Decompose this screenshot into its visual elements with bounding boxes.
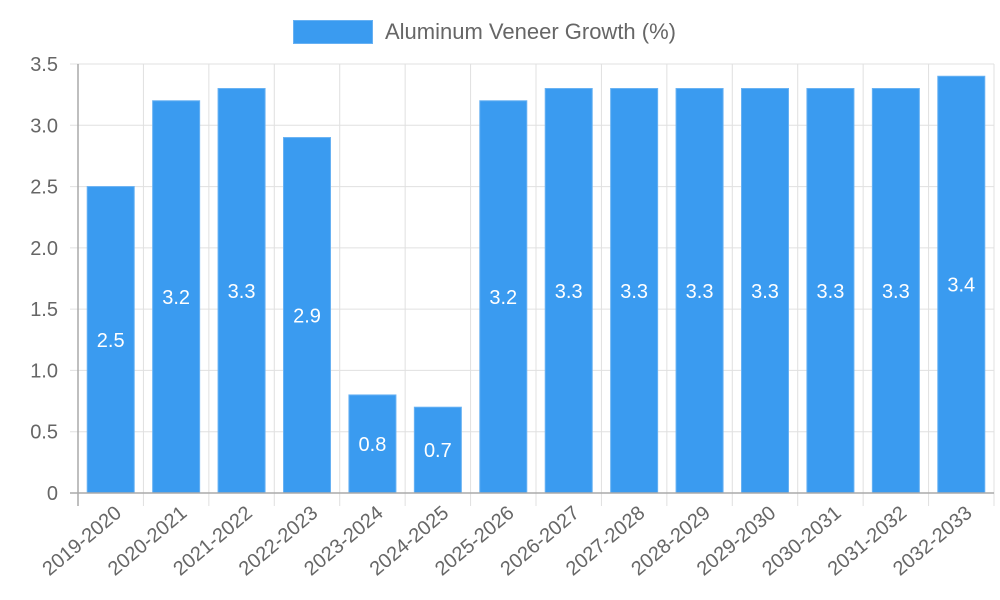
bar [806, 88, 855, 494]
bar [217, 88, 266, 494]
bar [348, 394, 397, 494]
y-tick-label: 0 [47, 483, 58, 505]
y-tick-label: 2.0 [30, 238, 58, 260]
bar [675, 88, 724, 494]
y-axis-ticks: 0 0.5 1.0 1.5 2.0 2.5 3.0 3.5 [30, 54, 58, 505]
bar [544, 88, 593, 494]
bar [871, 88, 920, 494]
y-tick-label: 1.0 [30, 360, 58, 382]
y-tick-label: 3.5 [30, 54, 58, 76]
bar [283, 137, 331, 494]
bar [937, 75, 986, 494]
data-label: 3.3 [686, 281, 714, 303]
data-label: 3.3 [620, 281, 648, 303]
bars [86, 75, 986, 494]
data-label: 3.2 [162, 287, 190, 309]
bar [479, 100, 528, 494]
y-tick-label: 0.5 [30, 422, 58, 444]
data-label: 3.3 [555, 281, 583, 303]
data-labels: 2.5 3.2 3.3 2.9 0.8 0.7 3.2 3.3 3.3 3.3 3.3 3.3 3.3 3… [97, 275, 975, 462]
data-label: 3.3 [882, 281, 910, 303]
legend-swatch [293, 20, 373, 44]
data-label: 3.2 [489, 287, 517, 309]
y-tick-label: 3.0 [30, 115, 58, 137]
data-label: 2.9 [293, 305, 321, 327]
data-label: 3.3 [228, 281, 256, 303]
data-label: 3.3 [817, 281, 845, 303]
data-label: 2.5 [97, 330, 125, 352]
x-axis-ticks: 2019-20202020-20212021-20222022-20232023… [39, 502, 977, 580]
data-label: 0.8 [359, 434, 387, 456]
y-tick-label: 2.5 [30, 177, 58, 199]
data-label: 3.4 [947, 275, 975, 297]
data-label: 3.3 [751, 281, 779, 303]
data-label: 0.7 [424, 440, 452, 462]
legend-label: Aluminum Veneer Growth (%) [385, 19, 676, 44]
y-tick-label: 1.5 [30, 299, 58, 321]
bar [413, 406, 462, 494]
axes [70, 64, 994, 506]
grid-lines [70, 63, 995, 506]
chart-legend[interactable]: Aluminum Veneer Growth (%) [293, 19, 676, 45]
